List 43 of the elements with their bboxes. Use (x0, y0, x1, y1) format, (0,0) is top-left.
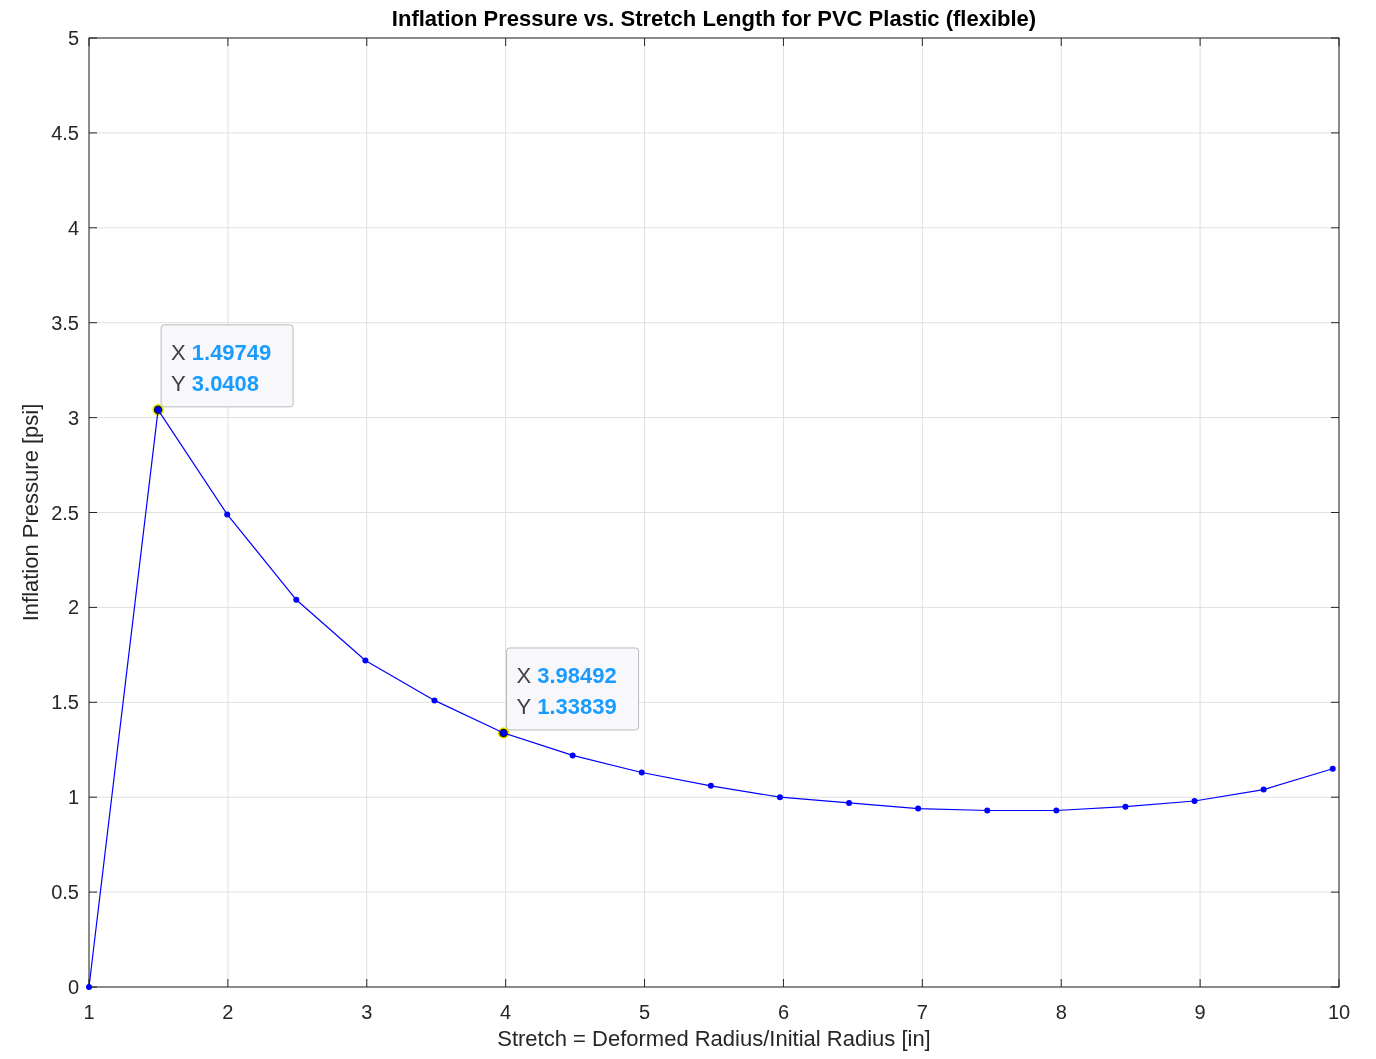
point (1191, 798, 1198, 804)
chart-title: Inflation Pressure vs. Stretch Length for PVC Plastic (flexible) (391, 6, 1037, 31)
x-tick-label: 5 (638, 1001, 651, 1023)
x-tick-label: 4 (500, 1001, 512, 1023)
y-tick-label: 5 (67, 27, 79, 49)
point (224, 511, 231, 518)
x-axis-title: Stretch = Deformed Radius/Initial Radius [in] (497, 1026, 931, 1051)
y-tick-label: 0 (67, 976, 79, 998)
point (431, 697, 438, 704)
y-tick-label: 4.5 (51, 121, 79, 144)
y-tick-label: 1 (67, 786, 79, 809)
point (1329, 765, 1336, 772)
point (293, 596, 300, 603)
point (1122, 803, 1129, 810)
x-tick-label: 6 (777, 1001, 790, 1023)
point (362, 657, 369, 664)
point (915, 805, 922, 812)
y-tick-label: 4 (67, 216, 79, 239)
x-tick-label: 10 (1327, 1001, 1351, 1023)
x-tick-label: 7 (916, 1001, 928, 1023)
x-tick-label: 2 (222, 1001, 234, 1023)
y-tick-label: 2 (67, 596, 79, 619)
point (707, 782, 714, 789)
x-tick-label: 3 (361, 1001, 373, 1023)
point (638, 769, 645, 776)
y-tick-label: 3.5 (51, 311, 79, 334)
annotation: X 1.49749 Y 3.0408 (171, 339, 272, 396)
point (1260, 786, 1267, 793)
point (86, 984, 92, 990)
x-tick-label: 8 (1055, 1001, 1067, 1023)
y-tick-label: 1.5 (51, 691, 79, 714)
point (776, 794, 783, 801)
y-tick-label: 3 (67, 406, 79, 429)
x-tick-label: 9 (1194, 1001, 1206, 1023)
point (984, 807, 991, 814)
annotation: X 3.98492 Y 1.33839 (516, 662, 617, 719)
point (1053, 807, 1060, 814)
point (846, 799, 853, 806)
x-tick-label: 1 (83, 1001, 95, 1023)
y-axis-title: Inflation Pressure [psi] (18, 403, 43, 622)
point (569, 752, 576, 759)
y-tick-label: 2.5 (51, 501, 79, 524)
y-tick-label: 0.5 (51, 881, 79, 904)
